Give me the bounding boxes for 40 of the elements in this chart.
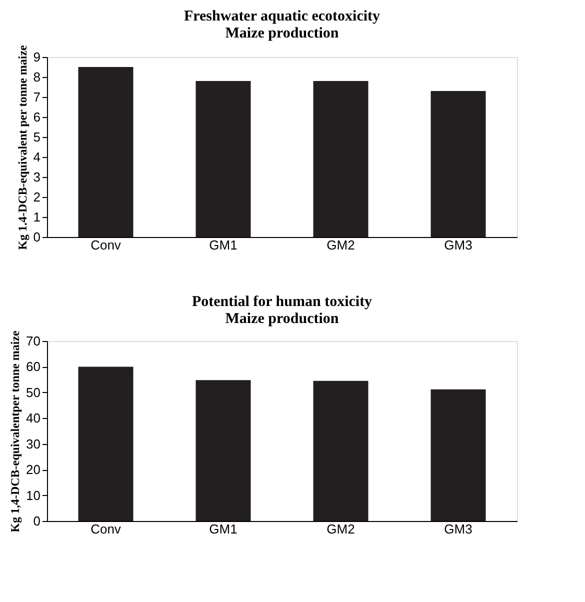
bar: [313, 81, 368, 237]
bar: [78, 67, 134, 237]
y-tick-label: 4: [33, 150, 40, 164]
y-tick-label: 30: [26, 436, 40, 452]
y-tick-label: 50: [26, 384, 40, 400]
y-tick-label: 20: [26, 462, 40, 478]
y-tick-label: 7: [33, 90, 40, 104]
text: Maize production: [225, 311, 339, 328]
bar: [196, 81, 251, 237]
x-tick-label: GM3: [444, 238, 472, 252]
text: Potential for human toxicity: [192, 294, 372, 310]
bar: [430, 389, 486, 521]
y-tick-label: 2: [33, 190, 40, 204]
y-tick-label: 3: [33, 170, 40, 184]
y-tick-label: 0: [33, 514, 40, 528]
y-axis-title: Kg 1,4-DCB-equivalentper tonne maize: [8, 330, 22, 532]
y-tick-label: 0: [33, 230, 40, 244]
y-axis-title: Kg 1.4-DCB-equivalent per tonne maize: [15, 44, 30, 250]
bar: [313, 380, 368, 521]
y-tick-label: 1: [33, 210, 40, 224]
x-tick-label: GM2: [326, 238, 355, 252]
x-tick-label: Conv: [90, 238, 122, 252]
x-tick-label: GM2: [326, 522, 355, 536]
y-tick-label: 60: [26, 359, 40, 374]
x-tick-label: GM1: [209, 522, 238, 536]
y-tick-label: 5: [33, 130, 40, 144]
y-tick-label: 40: [26, 410, 40, 426]
text: Freshwater aquatic ecotoxicity: [184, 8, 380, 25]
y-tick-label: 6: [33, 110, 40, 124]
bar: [430, 91, 486, 237]
x-tick-label: GM1: [209, 238, 238, 252]
bar: [78, 366, 134, 521]
text: Maize production: [225, 26, 339, 42]
y-tick-label: 8: [33, 70, 40, 84]
y-tick-label: 10: [26, 488, 40, 503]
x-tick-label: Conv: [90, 522, 122, 536]
y-tick-label: 9: [33, 50, 40, 64]
bar: [196, 380, 251, 521]
y-tick-label: 70: [26, 334, 40, 348]
x-tick-label: GM3: [444, 522, 472, 536]
